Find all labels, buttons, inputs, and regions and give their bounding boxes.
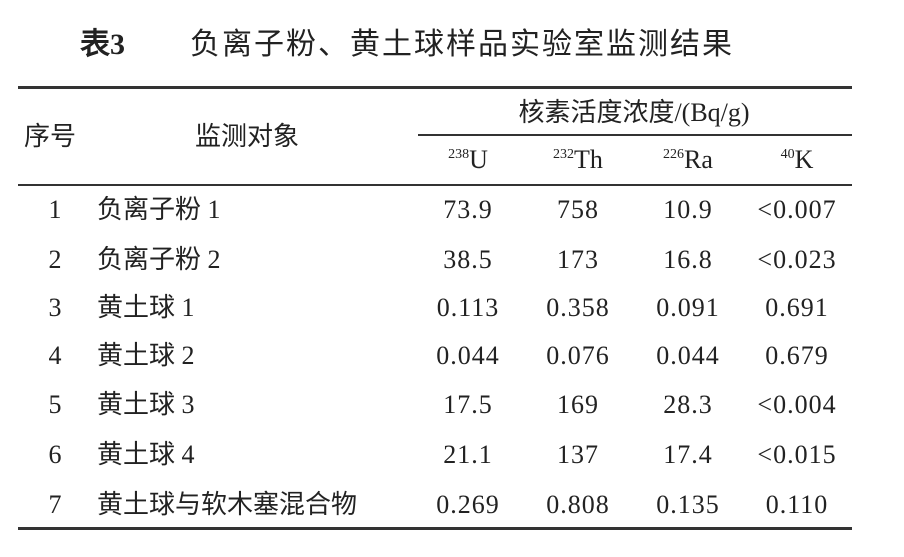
row-number: 3 — [48, 293, 62, 322]
activity-value: 0.691 — [765, 293, 829, 322]
sample-name: 负离子粉 1 — [97, 195, 221, 224]
sample-name: 黄土球 4 — [97, 440, 195, 469]
sample-name: 负离子粉 2 — [97, 245, 221, 274]
activity-value: 169 — [557, 390, 599, 419]
activity-value: 0.044 — [656, 341, 720, 370]
activity-value: 0.091 — [656, 293, 720, 322]
row-number: 5 — [48, 390, 62, 419]
sample-name: 黄土球 2 — [97, 341, 195, 370]
row-number: 1 — [48, 195, 62, 224]
activity-value: 10.9 — [663, 195, 713, 224]
table-title: 负离子粉、黄土球样品实验室监测结果 — [190, 28, 734, 61]
activity-value: 0.076 — [546, 341, 610, 370]
activity-value: <0.007 — [757, 195, 837, 224]
nuclide-header: 226Ra — [663, 147, 713, 173]
activity-value: 137 — [557, 440, 599, 469]
activity-value: 0.358 — [546, 293, 610, 322]
activity-value: 16.8 — [663, 245, 713, 274]
activity-value: 0.269 — [436, 490, 500, 519]
activity-value: 28.3 — [663, 390, 713, 419]
element-symbol: Th — [574, 145, 603, 174]
nuclide-header: 238U — [448, 147, 488, 173]
header-no: 序号 — [24, 122, 77, 151]
activity-value: <0.015 — [757, 440, 837, 469]
mass-number: 226 — [663, 147, 685, 162]
top-rule — [18, 86, 852, 89]
nuclide-header: 232Th — [553, 147, 603, 173]
header-group: 核素活度浓度/(Bq/g) — [518, 98, 750, 127]
nuclide-header: 40K — [781, 147, 814, 173]
bottom-rule — [18, 527, 852, 530]
activity-value: <0.023 — [757, 245, 837, 274]
activity-value: 0.113 — [436, 293, 500, 322]
row-number: 4 — [48, 341, 62, 370]
activity-value: 0.135 — [656, 490, 720, 519]
activity-value: 17.4 — [663, 440, 713, 469]
element-symbol: U — [469, 145, 488, 174]
sample-name: 黄土球 1 — [97, 293, 195, 322]
sample-name: 黄土球与软木塞混合物 — [97, 490, 358, 519]
row-number: 2 — [48, 245, 62, 274]
activity-value: 758 — [557, 195, 599, 224]
activity-value: 0.110 — [765, 490, 829, 519]
row-number: 7 — [48, 490, 62, 519]
element-symbol: Ra — [684, 145, 713, 174]
sample-name: 黄土球 3 — [97, 390, 195, 419]
table-number: 表3 — [80, 28, 125, 61]
activity-value: 0.679 — [765, 341, 829, 370]
activity-value: 0.044 — [436, 341, 500, 370]
activity-value: 21.1 — [443, 440, 493, 469]
row-number: 6 — [48, 440, 62, 469]
header-rule — [18, 184, 852, 186]
activity-value: 73.9 — [443, 195, 493, 224]
group-rule — [418, 134, 852, 136]
mass-number: 238 — [448, 147, 470, 162]
activity-value: 173 — [557, 245, 599, 274]
header-object: 监测对象 — [195, 122, 300, 151]
element-symbol: K — [794, 145, 814, 174]
activity-value: 38.5 — [443, 245, 493, 274]
activity-value: <0.004 — [757, 390, 837, 419]
mass-number: 40 — [780, 147, 795, 162]
activity-value: 17.5 — [443, 390, 493, 419]
activity-value: 0.808 — [546, 490, 610, 519]
mass-number: 232 — [553, 147, 575, 162]
